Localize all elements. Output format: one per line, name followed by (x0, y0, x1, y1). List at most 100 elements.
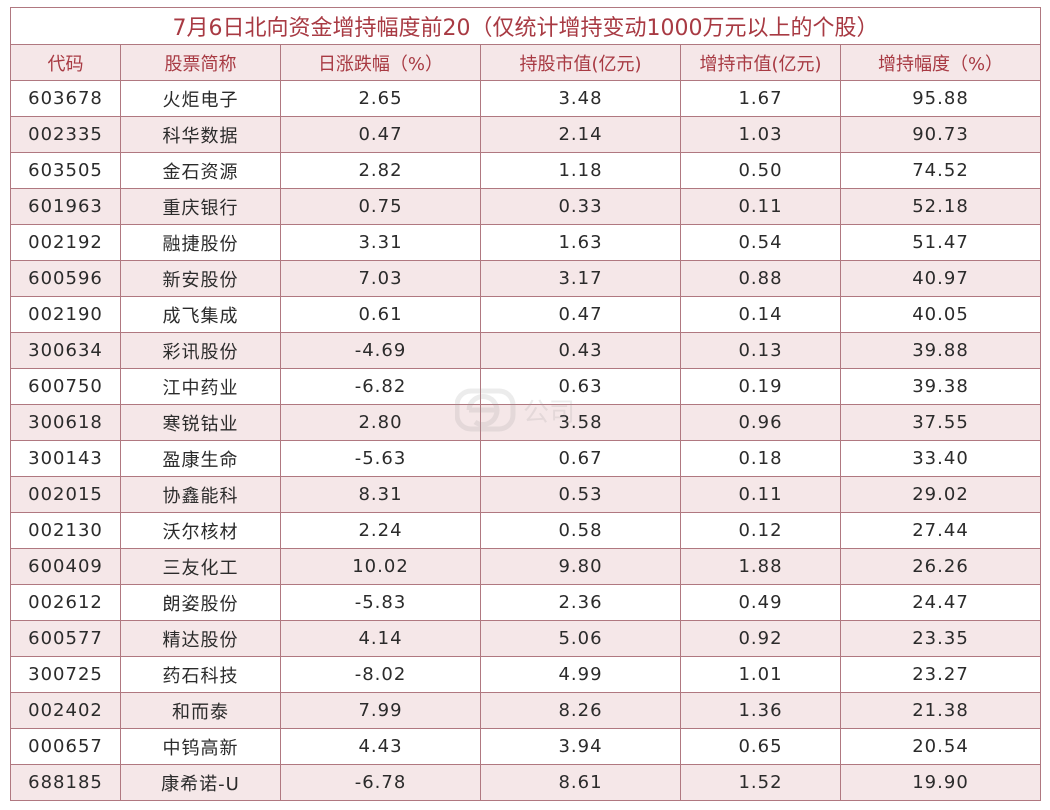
daily-change-cell: -6.82 (280, 368, 481, 405)
table-row: 300634 彩讯股份 -4.69 0.43 0.13 39.88 (10, 332, 1042, 369)
table-row: 688185 康希诺-U -6.78 8.61 1.52 19.90 (10, 764, 1042, 801)
added-value-cell: 0.11 (680, 188, 841, 225)
added-value-cell: 1.03 (680, 116, 841, 153)
name-cell: 精达股份 (120, 620, 281, 657)
column-header-code: 代码 (10, 44, 121, 81)
increase-pct-cell: 19.90 (839, 764, 1042, 801)
added-value-cell: 1.67 (680, 80, 841, 117)
increase-pct-cell: 21.38 (839, 692, 1042, 729)
added-value-cell: 0.12 (680, 512, 841, 549)
increase-pct-cell: 52.18 (839, 188, 1042, 225)
name-cell: 三友化工 (120, 548, 281, 585)
northbound-holdings-table: 7月6日北向资金增持幅度前20（仅统计增持变动1000万元以上的个股） 代码 股… (9, 7, 1042, 801)
daily-change-cell: 2.82 (280, 152, 481, 189)
code-cell: 000657 (10, 728, 121, 765)
table-row: 002130 沃尔核材 2.24 0.58 0.12 27.44 (10, 512, 1042, 549)
table-row: 300143 盈康生命 -5.63 0.67 0.18 33.40 (10, 440, 1042, 477)
increase-pct-cell: 37.55 (839, 404, 1042, 441)
added-value-cell: 0.50 (680, 152, 841, 189)
code-cell: 300725 (10, 656, 121, 693)
increase-pct-cell: 40.05 (839, 296, 1042, 333)
daily-change-cell: 4.14 (280, 620, 481, 657)
daily-change-cell: -5.83 (280, 584, 481, 621)
name-cell: 江中药业 (120, 368, 281, 405)
added-value-cell: 1.52 (680, 764, 841, 801)
code-cell: 002015 (10, 476, 121, 513)
code-cell: 300143 (10, 440, 121, 477)
daily-change-cell: 2.80 (280, 404, 481, 441)
header-row: 代码 股票简称 日涨跌幅（%） 持股市值(亿元) 增持市值(亿元) 增持幅度（%… (10, 44, 1042, 81)
daily-change-cell: -5.63 (280, 440, 481, 477)
name-cell: 朗姿股份 (120, 584, 281, 621)
holding-value-cell: 0.58 (480, 512, 681, 549)
increase-pct-cell: 33.40 (839, 440, 1042, 477)
added-value-cell: 0.19 (680, 368, 841, 405)
table-row: 600409 三友化工 10.02 9.80 1.88 26.26 (10, 548, 1042, 585)
table-body: 603678 火炬电子 2.65 3.48 1.67 95.88 002335 科华数据 0.4… (10, 80, 1042, 801)
column-header-increase-pct: 增持幅度（%） (839, 44, 1042, 81)
daily-change-cell: 0.75 (280, 188, 481, 225)
column-header-daily-change: 日涨跌幅（%） (280, 44, 481, 81)
name-cell: 药石科技 (120, 656, 281, 693)
increase-pct-cell: 20.54 (839, 728, 1042, 765)
table-row: 300725 药石科技 -8.02 4.99 1.01 23.27 (10, 656, 1042, 693)
daily-change-cell: -4.69 (280, 332, 481, 369)
holding-value-cell: 3.94 (480, 728, 681, 765)
daily-change-cell: -6.78 (280, 764, 481, 801)
code-cell: 603678 (10, 80, 121, 117)
holding-value-cell: 4.99 (480, 656, 681, 693)
added-value-cell: 0.18 (680, 440, 841, 477)
table-title: 7月6日北向资金增持幅度前20（仅统计增持变动1000万元以上的个股） (9, 7, 1042, 45)
code-cell: 603505 (10, 152, 121, 189)
increase-pct-cell: 27.44 (839, 512, 1042, 549)
daily-change-cell: 2.65 (280, 80, 481, 117)
column-header-holding-value: 持股市值(亿元) (480, 44, 681, 81)
increase-pct-cell: 95.88 (839, 80, 1042, 117)
added-value-cell: 0.54 (680, 224, 841, 261)
increase-pct-cell: 40.97 (839, 260, 1042, 297)
code-cell: 002612 (10, 584, 121, 621)
code-cell: 600750 (10, 368, 121, 405)
code-cell: 002130 (10, 512, 121, 549)
holding-value-cell: 3.48 (480, 80, 681, 117)
name-cell: 成飞集成 (120, 296, 281, 333)
table-row: 002612 朗姿股份 -5.83 2.36 0.49 24.47 (10, 584, 1042, 621)
name-cell: 中钨高新 (120, 728, 281, 765)
name-cell: 金石资源 (120, 152, 281, 189)
holding-value-cell: 0.63 (480, 368, 681, 405)
table-row: 002190 成飞集成 0.61 0.47 0.14 40.05 (10, 296, 1042, 333)
table-row: 300618 寒锐钴业 2.80 3.58 0.96 37.55 (10, 404, 1042, 441)
code-cell: 600577 (10, 620, 121, 657)
name-cell: 寒锐钴业 (120, 404, 281, 441)
table-row: 600577 精达股份 4.14 5.06 0.92 23.35 (10, 620, 1042, 657)
added-value-cell: 0.14 (680, 296, 841, 333)
name-cell: 新安股份 (120, 260, 281, 297)
increase-pct-cell: 51.47 (839, 224, 1042, 261)
name-cell: 彩讯股份 (120, 332, 281, 369)
name-cell: 重庆银行 (120, 188, 281, 225)
daily-change-cell: 7.99 (280, 692, 481, 729)
holding-value-cell: 8.26 (480, 692, 681, 729)
table-row: 603505 金石资源 2.82 1.18 0.50 74.52 (10, 152, 1042, 189)
daily-change-cell: 7.03 (280, 260, 481, 297)
holding-value-cell: 9.80 (480, 548, 681, 585)
increase-pct-cell: 24.47 (839, 584, 1042, 621)
daily-change-cell: 10.02 (280, 548, 481, 585)
table-row: 600750 江中药业 -6.82 0.63 0.19 39.38 (10, 368, 1042, 405)
holding-value-cell: 1.63 (480, 224, 681, 261)
table-row: 603678 火炬电子 2.65 3.48 1.67 95.88 (10, 80, 1042, 117)
holding-value-cell: 8.61 (480, 764, 681, 801)
holding-value-cell: 1.18 (480, 152, 681, 189)
code-cell: 300634 (10, 332, 121, 369)
increase-pct-cell: 29.02 (839, 476, 1042, 513)
table-row: 002335 科华数据 0.47 2.14 1.03 90.73 (10, 116, 1042, 153)
code-cell: 601963 (10, 188, 121, 225)
added-value-cell: 1.01 (680, 656, 841, 693)
table-row: 601963 重庆银行 0.75 0.33 0.11 52.18 (10, 188, 1042, 225)
code-cell: 002402 (10, 692, 121, 729)
daily-change-cell: 2.24 (280, 512, 481, 549)
added-value-cell: 1.36 (680, 692, 841, 729)
name-cell: 康希诺-U (120, 764, 281, 801)
table-row: 000657 中钨高新 4.43 3.94 0.65 20.54 (10, 728, 1042, 765)
